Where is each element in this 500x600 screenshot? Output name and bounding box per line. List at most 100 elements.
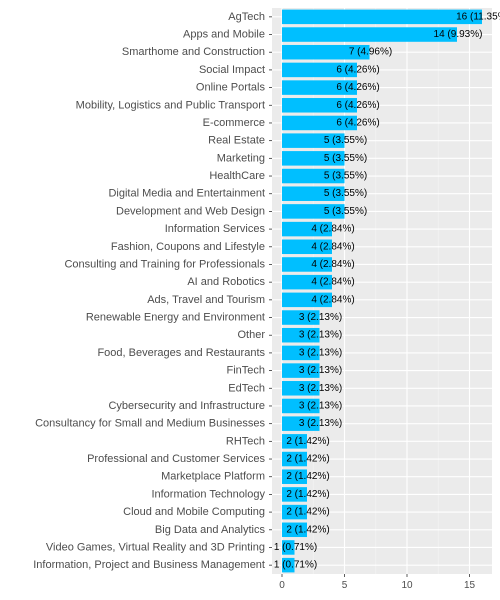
bar [282,381,320,396]
bar-value-label: 4 (2.84%) [311,224,354,235]
bar-value-label: 7 (4.96%) [349,47,392,58]
bar [282,292,332,308]
bar-value-label: 4 (2.84%) [311,277,354,288]
bar [282,504,307,520]
category-label: E-commerce [203,117,265,129]
bar [282,62,357,78]
category-label: Digital Media and Entertainment [108,188,265,200]
bar [282,186,345,201]
bar-value-label: 14 (9.93%) [434,29,483,40]
bar [282,363,320,378]
category-label: Cloud and Mobile Computing [123,506,265,518]
category-label: Information, Project and Business Manage… [33,559,265,571]
bar-value-label: 5 (3.55%) [324,153,367,164]
x-tick-label: 10 [401,580,413,591]
bar [282,9,482,25]
category-label: Information Services [165,223,266,235]
bar-value-label: 6 (4.26%) [336,117,379,128]
bar [282,204,345,219]
category-label: Online Portals [196,82,266,94]
bar [282,310,320,325]
bar [282,98,357,113]
bar [282,487,307,502]
category-label: Social Impact [199,64,265,76]
category-label: RHTech [226,435,265,447]
category-label: Real Estate [208,135,265,147]
category-label: Food, Beverages and Restaurants [97,347,265,359]
bar-value-label: 4 (2.84%) [311,294,354,305]
bar-value-label: 5 (3.55%) [324,171,367,182]
category-label: HealthCare [209,170,265,182]
bar-value-label: 3 (2.13%) [299,400,342,411]
bar-value-label: 16 (11.35%) [456,11,500,22]
bar [282,274,332,290]
bar-value-label: 6 (4.26%) [336,82,379,93]
bar [282,257,332,272]
bar [282,398,320,414]
category-label: AgTech [228,11,265,23]
category-label: Information Technology [151,488,265,500]
category-label: Marketing [217,152,265,164]
bar [282,434,307,449]
bars [282,9,482,573]
bar [282,168,345,184]
bar-value-label: 2 (1.42%) [286,489,329,500]
bar-value-label: 3 (2.13%) [299,330,342,341]
bar [282,151,345,166]
x-tick-label: 0 [279,580,285,591]
bar-value-label: 5 (3.55%) [324,206,367,217]
bar [282,27,457,42]
bar [282,221,332,237]
data-labels: 16 (11.35%) 14 (9.93%) 7 (4.96%) 6 (4.26%) 6… [274,11,500,570]
category-label: Mobility, Logistics and Public Transport [76,99,265,111]
category-label: EdTech [228,382,265,394]
bar [282,557,295,573]
bar-value-label: 3 (2.13%) [299,312,342,323]
bar [282,416,320,431]
bar-value-label: 1 (0.71%) [274,560,317,571]
category-label: Development and Web Design [116,205,265,217]
category-label: Video Games, Virtual Reality and 3D Prin… [46,541,265,553]
x-tick-label: 15 [464,580,476,591]
bar-value-label: 2 (1.42%) [286,507,329,518]
bar [282,469,307,484]
bar-value-label: 2 (1.42%) [286,454,329,465]
category-label: Consultancy for Small and Medium Busines… [35,418,265,430]
category-label: Apps and Mobile [183,29,265,41]
x-tick-label: 5 [342,580,348,591]
bar-value-label: 4 (2.84%) [311,241,354,252]
bar-value-label: 2 (1.42%) [286,471,329,482]
bar [282,540,295,555]
category-label: Professional and Customer Services [87,453,265,465]
category-label: Ads, Travel and Tourism [147,294,265,306]
category-label: Consulting and Training for Professional… [64,258,265,270]
category-label: Fashion, Coupons and Lifestyle [111,241,265,253]
bar-value-label: 3 (2.13%) [299,383,342,394]
category-label: Marketplace Platform [161,471,265,483]
bar-value-label: 3 (2.13%) [299,418,342,429]
bar-value-label: 3 (2.13%) [299,365,342,376]
category-label: Smarthome and Construction [122,46,265,58]
bar [282,327,320,343]
category-label: AI and Robotics [187,276,265,288]
bar [282,451,307,467]
bar-value-label: 4 (2.84%) [311,259,354,270]
bar-value-label: 6 (4.26%) [336,100,379,111]
category-label: Cybersecurity and Infrastructure [108,400,265,412]
bar [282,522,307,538]
x-axis-ticks: 0 5 10 15 [279,574,475,591]
category-labels: AgTech Apps and Mobile Smarthome and Const… [33,11,272,571]
category-label: Renewable Energy and Environment [86,312,265,324]
category-label: FinTech [226,365,265,377]
bar [282,115,357,131]
bar-value-label: 2 (1.42%) [286,436,329,447]
bar [282,80,357,95]
bar [282,133,345,148]
bar-value-label: 1 (0.71%) [274,542,317,553]
bar-value-label: 5 (3.55%) [324,135,367,146]
bar-value-label: 3 (2.13%) [299,347,342,358]
category-label: Big Data and Analytics [155,524,266,536]
bar-value-label: 2 (1.42%) [286,524,329,535]
bar-value-label: 6 (4.26%) [336,64,379,75]
